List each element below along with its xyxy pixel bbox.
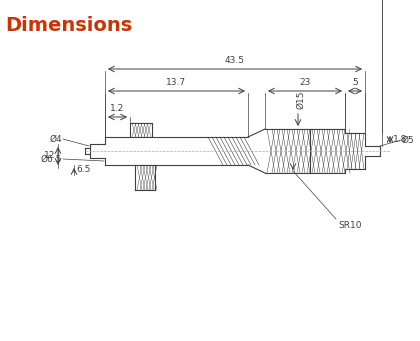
Text: Ø6.5: Ø6.5 [41, 154, 62, 163]
Text: 6.5: 6.5 [76, 165, 90, 175]
Text: 12: 12 [44, 151, 55, 161]
Text: Ø5: Ø5 [402, 135, 415, 145]
Text: 5: 5 [352, 78, 358, 87]
Text: Dimensions: Dimensions [5, 16, 132, 35]
Text: 43.5: 43.5 [225, 56, 245, 65]
Text: Ø4: Ø4 [50, 134, 62, 144]
Text: SR10: SR10 [338, 221, 362, 230]
Text: 13.7: 13.7 [166, 78, 186, 87]
Text: 1.2: 1.2 [110, 104, 125, 113]
Text: 1.8: 1.8 [393, 135, 407, 144]
Text: 23: 23 [299, 78, 311, 87]
Text: Ø15: Ø15 [297, 90, 305, 109]
